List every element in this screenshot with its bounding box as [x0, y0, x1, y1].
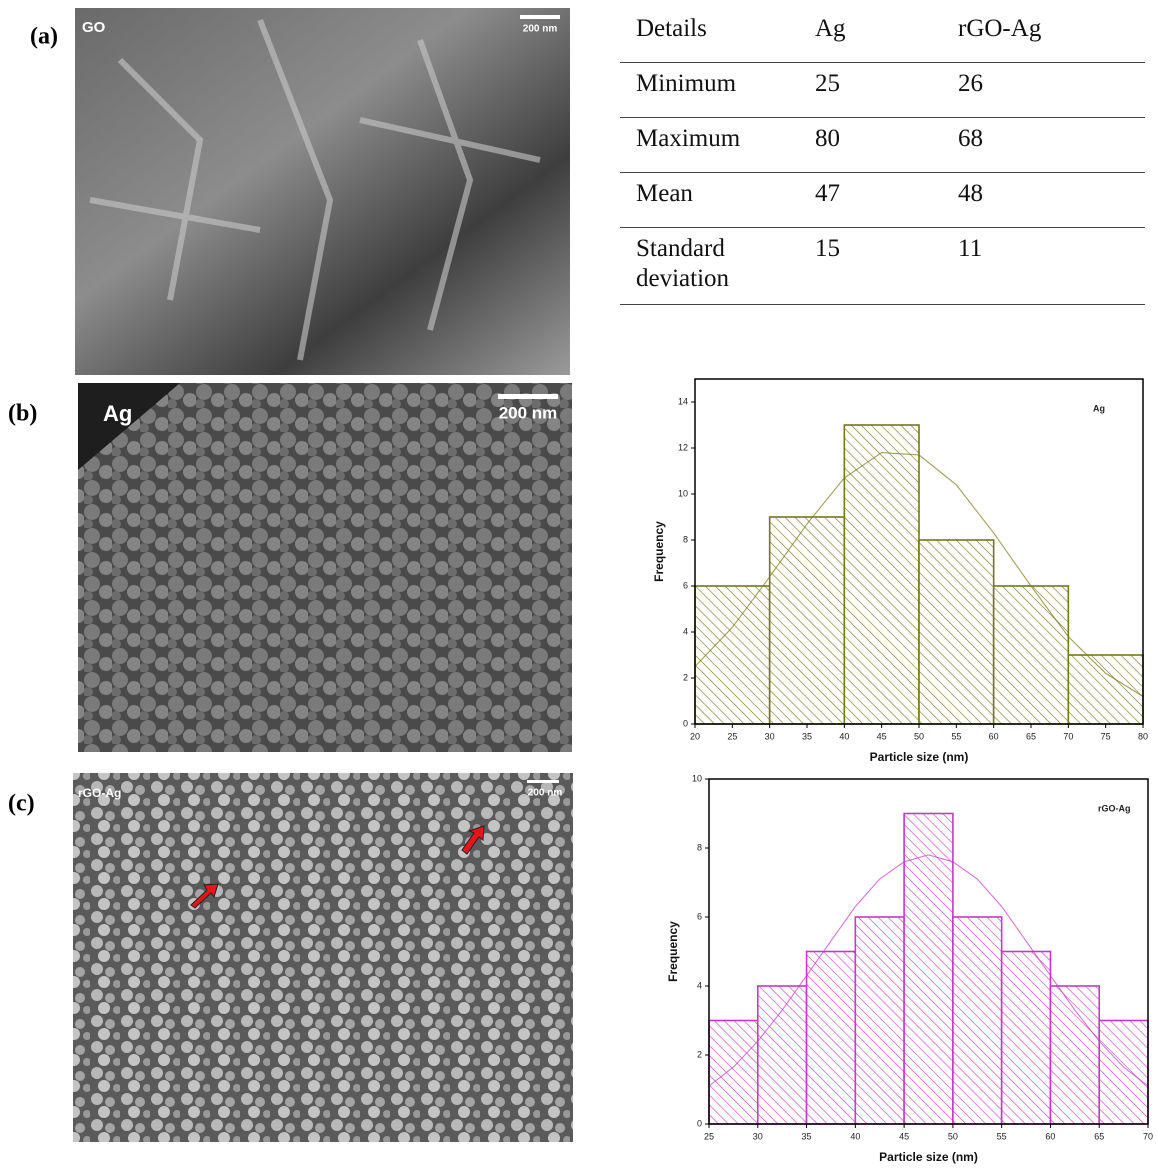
- x-tick-label: 35: [802, 1131, 812, 1141]
- x-tick-label: 45: [899, 1131, 909, 1141]
- x-tick-label: 65: [1026, 731, 1036, 741]
- legend-label: Ag: [1093, 403, 1105, 413]
- x-tick-label: 70: [1063, 731, 1073, 741]
- table-cell: Mean: [620, 173, 799, 228]
- scale-bar: [527, 780, 559, 783]
- x-tick-label: 50: [914, 731, 924, 741]
- x-tick-label: 20: [690, 731, 700, 741]
- bar: [953, 917, 1002, 1124]
- y-tick-label: 0: [683, 718, 688, 728]
- scale-bar: [498, 394, 558, 399]
- table-cell: Standard deviation: [620, 228, 799, 305]
- x-tick-label: 60: [989, 731, 999, 741]
- legend-label: rGO-Ag: [1098, 803, 1131, 813]
- bar: [919, 540, 994, 724]
- x-axis-label: Particle size (nm): [879, 1150, 978, 1164]
- x-tick-label: 55: [997, 1131, 1007, 1141]
- sem-image: [75, 8, 570, 375]
- scale-label: 200 nm: [528, 788, 563, 799]
- x-tick-label: 30: [753, 1131, 763, 1141]
- table-cell: 25: [799, 63, 942, 118]
- panel-label: (b): [8, 401, 37, 427]
- table-cell: 68: [942, 118, 1145, 173]
- sem-image: [73, 773, 573, 1142]
- x-tick-label: 30: [765, 731, 775, 741]
- table-cell: 11: [942, 228, 1145, 305]
- bar: [807, 952, 856, 1125]
- panel-label: (a): [30, 24, 58, 50]
- y-tick-label: 0: [697, 1118, 702, 1128]
- table-cell: 15: [799, 228, 942, 305]
- table-cell: 80: [799, 118, 942, 173]
- x-tick-label: 60: [1045, 1131, 1055, 1141]
- sem-image: [78, 383, 572, 752]
- y-tick-label: 2: [697, 1049, 702, 1059]
- y-tick-label: 8: [697, 842, 702, 852]
- x-tick-label: 80: [1138, 731, 1148, 741]
- table-cell: 47: [799, 173, 942, 228]
- y-tick-label: 6: [697, 911, 702, 921]
- table-cell: rGO-Ag: [942, 8, 1145, 63]
- image-label: rGO-Ag: [78, 786, 121, 800]
- bar: [709, 1021, 758, 1125]
- scale-label: 200 nm: [523, 24, 558, 35]
- y-tick-label: 12: [678, 442, 688, 452]
- x-tick-label: 40: [850, 1131, 860, 1141]
- x-tick-label: 40: [839, 731, 849, 741]
- table-cell: Minimum: [620, 63, 799, 118]
- y-tick-label: 4: [683, 626, 688, 636]
- bar: [994, 586, 1069, 724]
- bar: [770, 517, 845, 724]
- y-axis-label: Frequency: [666, 921, 680, 982]
- x-tick-label: 75: [1101, 731, 1111, 741]
- y-tick-label: 10: [692, 773, 702, 783]
- page: {"panels": [ {"label": "(a)", "image_lab…: [0, 0, 1157, 1168]
- y-tick-label: 10: [678, 488, 688, 498]
- table-cell: Maximum: [620, 118, 799, 173]
- x-tick-label: 45: [877, 731, 887, 741]
- bar: [1099, 1021, 1148, 1125]
- y-tick-label: 4: [697, 980, 702, 990]
- bar: [855, 917, 904, 1124]
- scale-label: 200 nm: [499, 403, 558, 422]
- bar: [758, 986, 807, 1124]
- y-axis-label: Frequency: [652, 521, 666, 582]
- x-tick-label: 65: [1094, 1131, 1104, 1141]
- x-tick-label: 55: [951, 731, 961, 741]
- y-tick-label: 2: [683, 672, 688, 682]
- y-tick-label: 8: [683, 534, 688, 544]
- bar: [1050, 986, 1099, 1124]
- table-cell: 48: [942, 173, 1145, 228]
- image-label: GO: [82, 19, 106, 36]
- image-label: Ag: [103, 401, 132, 426]
- x-tick-label: 25: [704, 1131, 714, 1141]
- bar: [1002, 952, 1051, 1125]
- scale-bar: [520, 15, 560, 19]
- panel-label: (c): [8, 791, 35, 817]
- x-axis-label: Particle size (nm): [870, 750, 969, 764]
- table-cell: Details: [620, 8, 799, 63]
- y-tick-label: 6: [683, 580, 688, 590]
- x-tick-label: 50: [948, 1131, 958, 1141]
- table-cell: 26: [942, 63, 1145, 118]
- x-tick-label: 70: [1143, 1131, 1153, 1141]
- y-tick-label: 14: [678, 396, 688, 406]
- table-cell: Ag: [799, 8, 942, 63]
- x-tick-label: 25: [727, 731, 737, 741]
- x-tick-label: 35: [802, 731, 812, 741]
